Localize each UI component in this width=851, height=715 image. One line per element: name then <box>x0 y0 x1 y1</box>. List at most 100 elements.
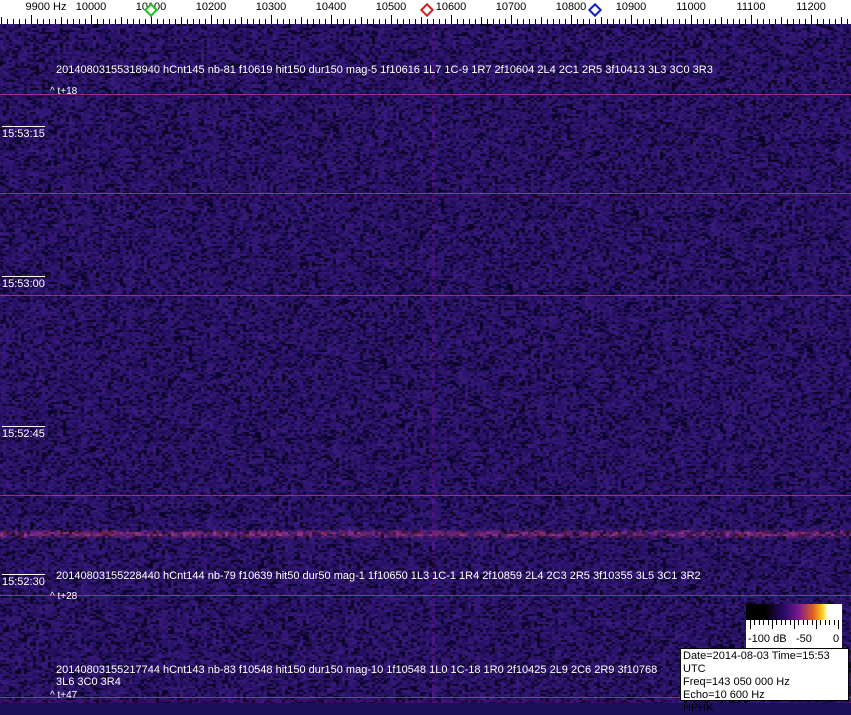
axis-tick-label: 10800 <box>555 1 587 13</box>
axis-tick <box>439 19 440 24</box>
axis-tick <box>811 15 812 24</box>
axis-tick <box>115 19 116 24</box>
axis-tick <box>91 15 92 24</box>
colorbar-tick <box>780 620 782 625</box>
axis-tick <box>487 19 488 24</box>
colorbar-label-max: 0 <box>833 633 840 645</box>
axis-tick <box>433 19 434 24</box>
axis-tick <box>157 19 158 24</box>
axis-tick <box>361 17 362 24</box>
axis-tick <box>553 19 554 24</box>
axis-tick <box>571 15 572 24</box>
trace-line <box>0 697 851 698</box>
axis-tick <box>655 19 656 24</box>
colorbar-tick <box>807 620 809 625</box>
axis-tick <box>493 19 494 24</box>
info-frequency: Freq=143 050 000 Hz <box>683 676 790 688</box>
axis-tick <box>577 19 578 24</box>
red-marker-icon[interactable] <box>419 2 435 18</box>
axis-tick <box>463 19 464 24</box>
axis-tick <box>367 19 368 24</box>
axis-tick <box>565 19 566 24</box>
axis-tick <box>517 19 518 24</box>
colorbar-tick <box>767 620 769 625</box>
color-scale-legend: -100 dB -50 0 <box>746 604 842 648</box>
axis-tick <box>235 19 236 24</box>
axis-tick <box>547 19 548 24</box>
axis-tick <box>67 19 68 24</box>
axis-tick <box>475 19 476 24</box>
detection-offset: ^ t+28 <box>50 591 78 602</box>
axis-tick <box>223 19 224 24</box>
axis-tick <box>697 19 698 24</box>
axis-tick <box>745 19 746 24</box>
axis-tick <box>313 19 314 24</box>
axis-tick <box>343 19 344 24</box>
axis-tick <box>427 19 428 24</box>
colorbar-tick <box>820 620 822 625</box>
axis-tick <box>337 19 338 24</box>
axis-tick <box>631 15 632 24</box>
axis-tick <box>127 19 128 24</box>
axis-tick <box>295 19 296 24</box>
colorbar-tick <box>763 620 765 625</box>
axis-tick <box>163 19 164 24</box>
axis-tick <box>31 15 32 24</box>
axis-tick <box>211 15 212 24</box>
axis-tick <box>1 17 2 24</box>
axis-tick <box>319 19 320 24</box>
time-label: 15:53:15 <box>2 126 45 140</box>
axis-tick <box>199 19 200 24</box>
axis-tick <box>673 19 674 24</box>
axis-tick <box>229 19 230 24</box>
axis-tick-label: 10600 <box>435 1 467 13</box>
axis-tick <box>607 19 608 24</box>
axis-tick <box>613 19 614 24</box>
axis-tick-label: 10900 <box>615 1 647 13</box>
detection-text: 20140803155318940 hCnt145 nb-81 f10619 h… <box>56 64 713 76</box>
axis-tick <box>385 19 386 24</box>
axis-tick <box>661 17 662 24</box>
axis-tick <box>97 19 98 24</box>
colorbar-tick <box>789 620 791 625</box>
axis-tick <box>421 17 422 24</box>
axis-tick <box>181 17 182 24</box>
axis-tick <box>703 19 704 24</box>
axis-tick <box>289 19 290 24</box>
trace-line <box>0 295 851 296</box>
axis-tick <box>331 15 332 24</box>
axis-tick <box>373 19 374 24</box>
axis-tick <box>637 19 638 24</box>
axis-tick <box>151 15 152 24</box>
axis-tick <box>505 19 506 24</box>
axis-tick <box>121 17 122 24</box>
axis-tick <box>601 17 602 24</box>
axis-tick <box>511 15 512 24</box>
axis-tick <box>715 19 716 24</box>
axis-tick <box>445 19 446 24</box>
axis-tick <box>175 19 176 24</box>
colorbar-tick <box>811 620 813 625</box>
axis-tick <box>685 19 686 24</box>
time-label: 15:52:45 <box>2 426 45 440</box>
axis-tick <box>643 19 644 24</box>
axis-tick <box>307 19 308 24</box>
axis-tick <box>775 19 776 24</box>
axis-tick <box>817 19 818 24</box>
axis-tick <box>805 19 806 24</box>
axis-tick <box>823 19 824 24</box>
axis-tick <box>277 19 278 24</box>
blue-marker-icon[interactable] <box>587 2 603 18</box>
axis-tick <box>535 19 536 24</box>
axis-tick <box>799 19 800 24</box>
axis-tick <box>625 19 626 24</box>
info-box: Date=2014-08-03 Time=15:53 UTC Freq=143 … <box>680 648 849 714</box>
trace-line <box>0 193 851 194</box>
axis-tick <box>13 19 14 24</box>
axis-tick <box>55 19 56 24</box>
colorbar-tick <box>798 620 800 625</box>
axis-tick <box>595 19 596 24</box>
axis-tick-label: 10200 <box>195 1 227 13</box>
axis-tick <box>847 19 848 24</box>
color-gradient <box>746 604 842 620</box>
